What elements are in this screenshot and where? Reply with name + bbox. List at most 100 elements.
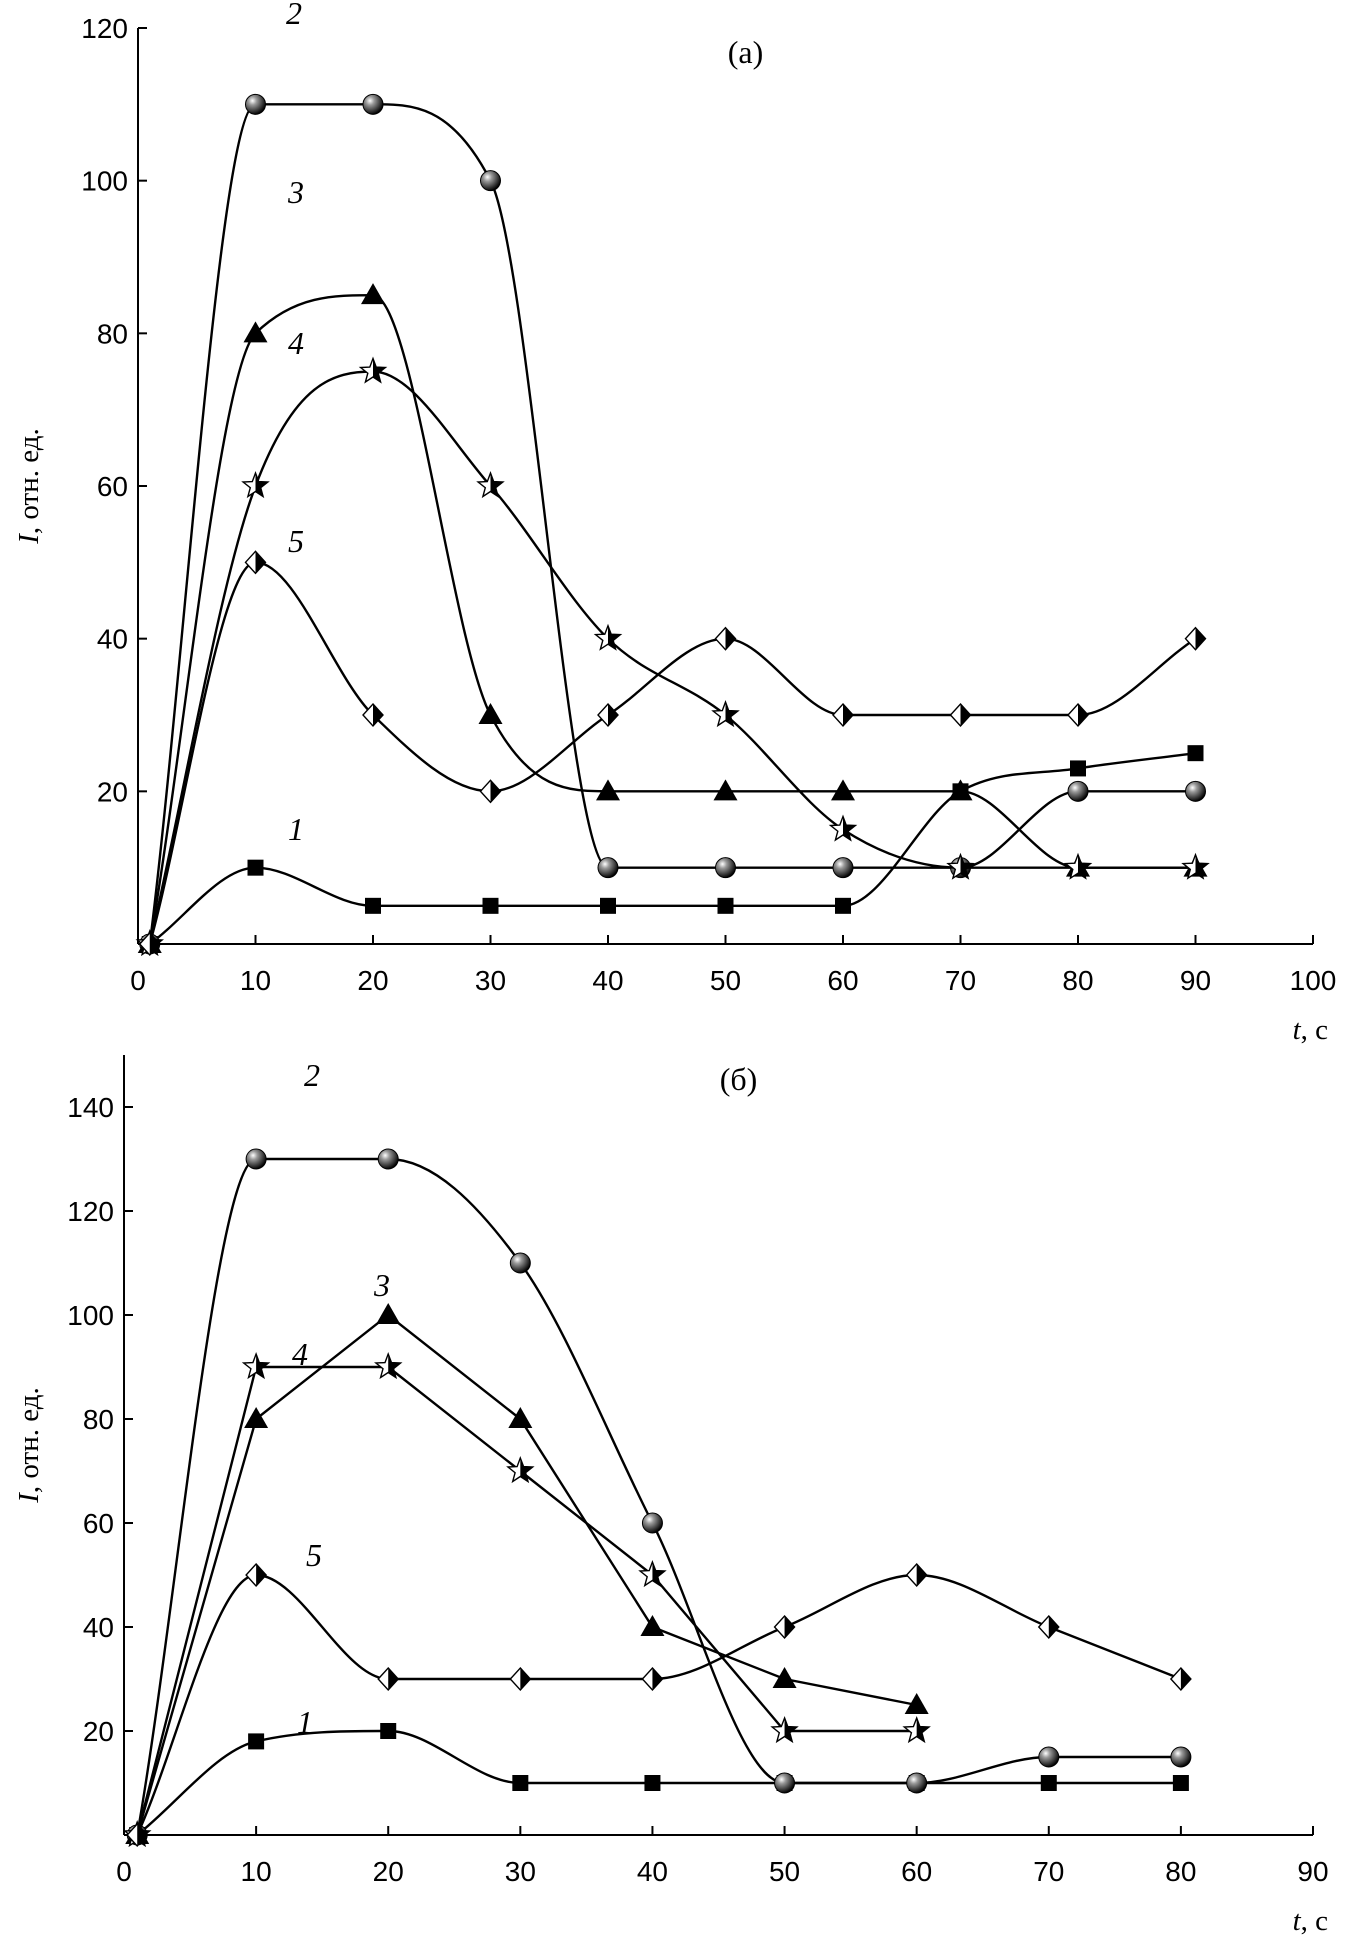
y-axis-title-unit: , отн. ед. [13,428,45,534]
series-2-point [715,857,736,879]
series-4-label: 4 [288,325,304,361]
x-tick-label: 100 [1290,965,1337,996]
chart-panel-1: 0 10 20 30 40 50 60 70 80 90 100 20 40 60 80 100 120 t, с… [13,0,1336,1046]
y-tick-label: 60 [97,471,128,502]
series-5: 5 [138,523,1207,957]
series-2-line [148,103,1196,945]
y-tick-label: 60 [83,1508,114,1539]
x-tick-label: 10 [241,1856,272,1887]
series-3-point [596,779,620,801]
series-2-point [906,1772,928,1794]
series-5-point [949,702,972,728]
series-5-point [479,779,502,804]
x-axis-title-variable: t [1293,1905,1302,1937]
x-tick-label: 40 [637,1856,668,1887]
series-4: 4 [122,1336,931,1848]
series-3-point [361,283,385,305]
panel-label: (а) [728,34,764,70]
x-tick-label: 70 [1033,1856,1064,1887]
x-tick-label: 20 [357,965,388,996]
series-4-label: 4 [292,1336,308,1372]
series-5-point [1067,702,1089,728]
series-1-point [600,897,616,914]
series-5-line [148,561,1197,945]
series-2-point [1067,780,1089,802]
series-3-point [772,1667,797,1688]
series-5-label: 5 [288,523,304,559]
series-1-point [512,1775,529,1791]
x-tick-label: 30 [475,965,506,996]
series-1-point [835,897,851,914]
panel-label: (б) [720,1061,758,1097]
y-tick-label: 140 [67,1092,114,1123]
series-3-point [831,779,855,801]
series-4-point [374,1352,403,1380]
y-tick-label: 120 [67,1196,114,1227]
series-2-point [641,1512,663,1534]
series-1: 1 [141,745,1204,952]
series-5-point [641,1666,664,1692]
series-2-point [774,1772,796,1794]
series-4: 4 [135,325,1210,957]
x-axis-title: t, с [1293,1905,1328,1937]
series-3-point [244,1407,269,1428]
x-axis-title-variable: t [1293,1014,1302,1046]
x-tick-label: 90 [1297,1856,1328,1887]
series-5-point [509,1666,532,1692]
series-1-point [1070,760,1086,777]
y-tick-label: 20 [97,776,128,807]
chart-panel-2: 0 10 20 30 40 50 60 70 80 90 20 40 60 80 100 120 140 t, с… [13,1055,1329,1937]
series-5-point [832,702,854,728]
x-tick-label: 90 [1180,965,1211,996]
y-tick-label: 120 [81,13,128,44]
y-axis-title: I, отн. ед. [13,1387,45,1503]
series-5-point [1169,1666,1192,1692]
series-2: 2 [126,1057,1192,1846]
series-2-point [1170,1746,1192,1768]
x-tick-label: 30 [505,1856,536,1887]
series-4-point [506,1456,535,1484]
series-5-label: 5 [306,1537,322,1573]
series-3-point [376,1303,401,1324]
y-tick-label: 80 [83,1404,114,1435]
series-2-line [136,1157,1181,1836]
series-4-point [241,1351,271,1380]
x-tick-label: 50 [710,965,741,996]
series-3-point [508,1407,533,1428]
y-tick-label: 40 [83,1612,114,1643]
series-2-label: 2 [304,1057,320,1093]
x-tick-label: 70 [945,965,976,996]
series-4-point [902,1716,931,1744]
series-3-line [148,293,1196,945]
x-tick-label: 20 [373,1856,404,1887]
y-axis-title: I, отн. ед. [13,428,45,544]
series-2-point [1038,1746,1060,1768]
y-axis-title-unit: , отн. ед. [13,1387,45,1493]
series-1-point [247,859,264,876]
series-1-point [1040,1775,1057,1791]
series-2-point [245,93,266,115]
series-4-line [136,1365,917,1836]
series-4-point [358,356,388,384]
series-3-point [478,703,503,724]
series-5-point [244,550,267,575]
x-tick-label: 40 [592,965,623,996]
series-2-point [480,170,501,192]
series-4-point [770,1716,799,1744]
y-tick-label: 20 [83,1716,114,1747]
x-tick-label: 80 [1062,965,1093,996]
series-4-point [946,852,975,880]
series-5-point [1184,626,1207,651]
series-5-point [597,702,619,728]
series-2-point [509,1252,531,1274]
series-4-point [711,699,740,728]
series-4-point [241,470,270,499]
series-3-label: 3 [373,1267,390,1303]
series-4-point [593,623,623,651]
x-axis-title: t, с [1293,1014,1328,1046]
series-3-point [904,1693,929,1714]
x-tick-label: 0 [116,1856,132,1887]
series-2-point [1185,780,1206,802]
series-3-point [243,321,268,343]
